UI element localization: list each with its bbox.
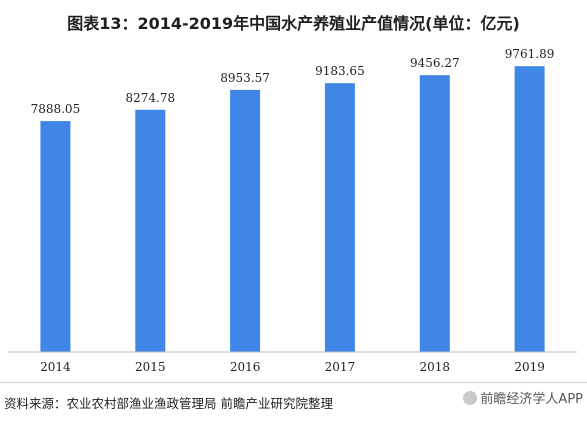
x-tick-2016: 2016 [230,360,261,374]
bar-2016 [230,89,261,353]
bar-2017 [324,83,355,352]
x-tick-2018: 2018 [420,360,451,374]
x-tick-2015: 2015 [135,360,166,374]
brand-logo-icon [463,390,478,405]
bar-2019 [514,66,545,352]
brand-mark: 前瞻经济学人APP [463,388,583,407]
value-label-2015: 8274.78 [125,91,175,105]
chart-title: 图表13：2014-2019年中国水产养殖业产值情况(单位：亿元) [67,14,520,33]
bar-2014 [40,121,71,352]
brand-text: 前瞻经济学人APP [480,392,583,407]
value-label-2014: 7888.05 [31,102,81,116]
x-tick-group: 2014 2015 2016 2017 2018 2019 [40,360,545,374]
value-label-2018: 9456.27 [410,56,460,70]
value-label-2019: 9761.89 [505,47,555,61]
footer-divider [0,382,587,383]
x-tick-2017: 2017 [325,360,356,374]
x-tick-2019: 2019 [514,360,545,374]
bars-group [40,66,545,353]
bar-2018 [419,75,450,352]
x-tick-2014: 2014 [40,360,71,374]
value-label-group: 7888.05 8274.78 8953.57 9183.65 9456.27 9761.… [31,47,555,116]
value-label-2016: 8953.57 [220,71,270,85]
bar-2015 [135,109,166,352]
value-label-2017: 9183.65 [315,64,365,78]
source-note: 资料来源：农业农村部渔业渔政管理局 前瞻产业研究院整理 [4,396,333,411]
